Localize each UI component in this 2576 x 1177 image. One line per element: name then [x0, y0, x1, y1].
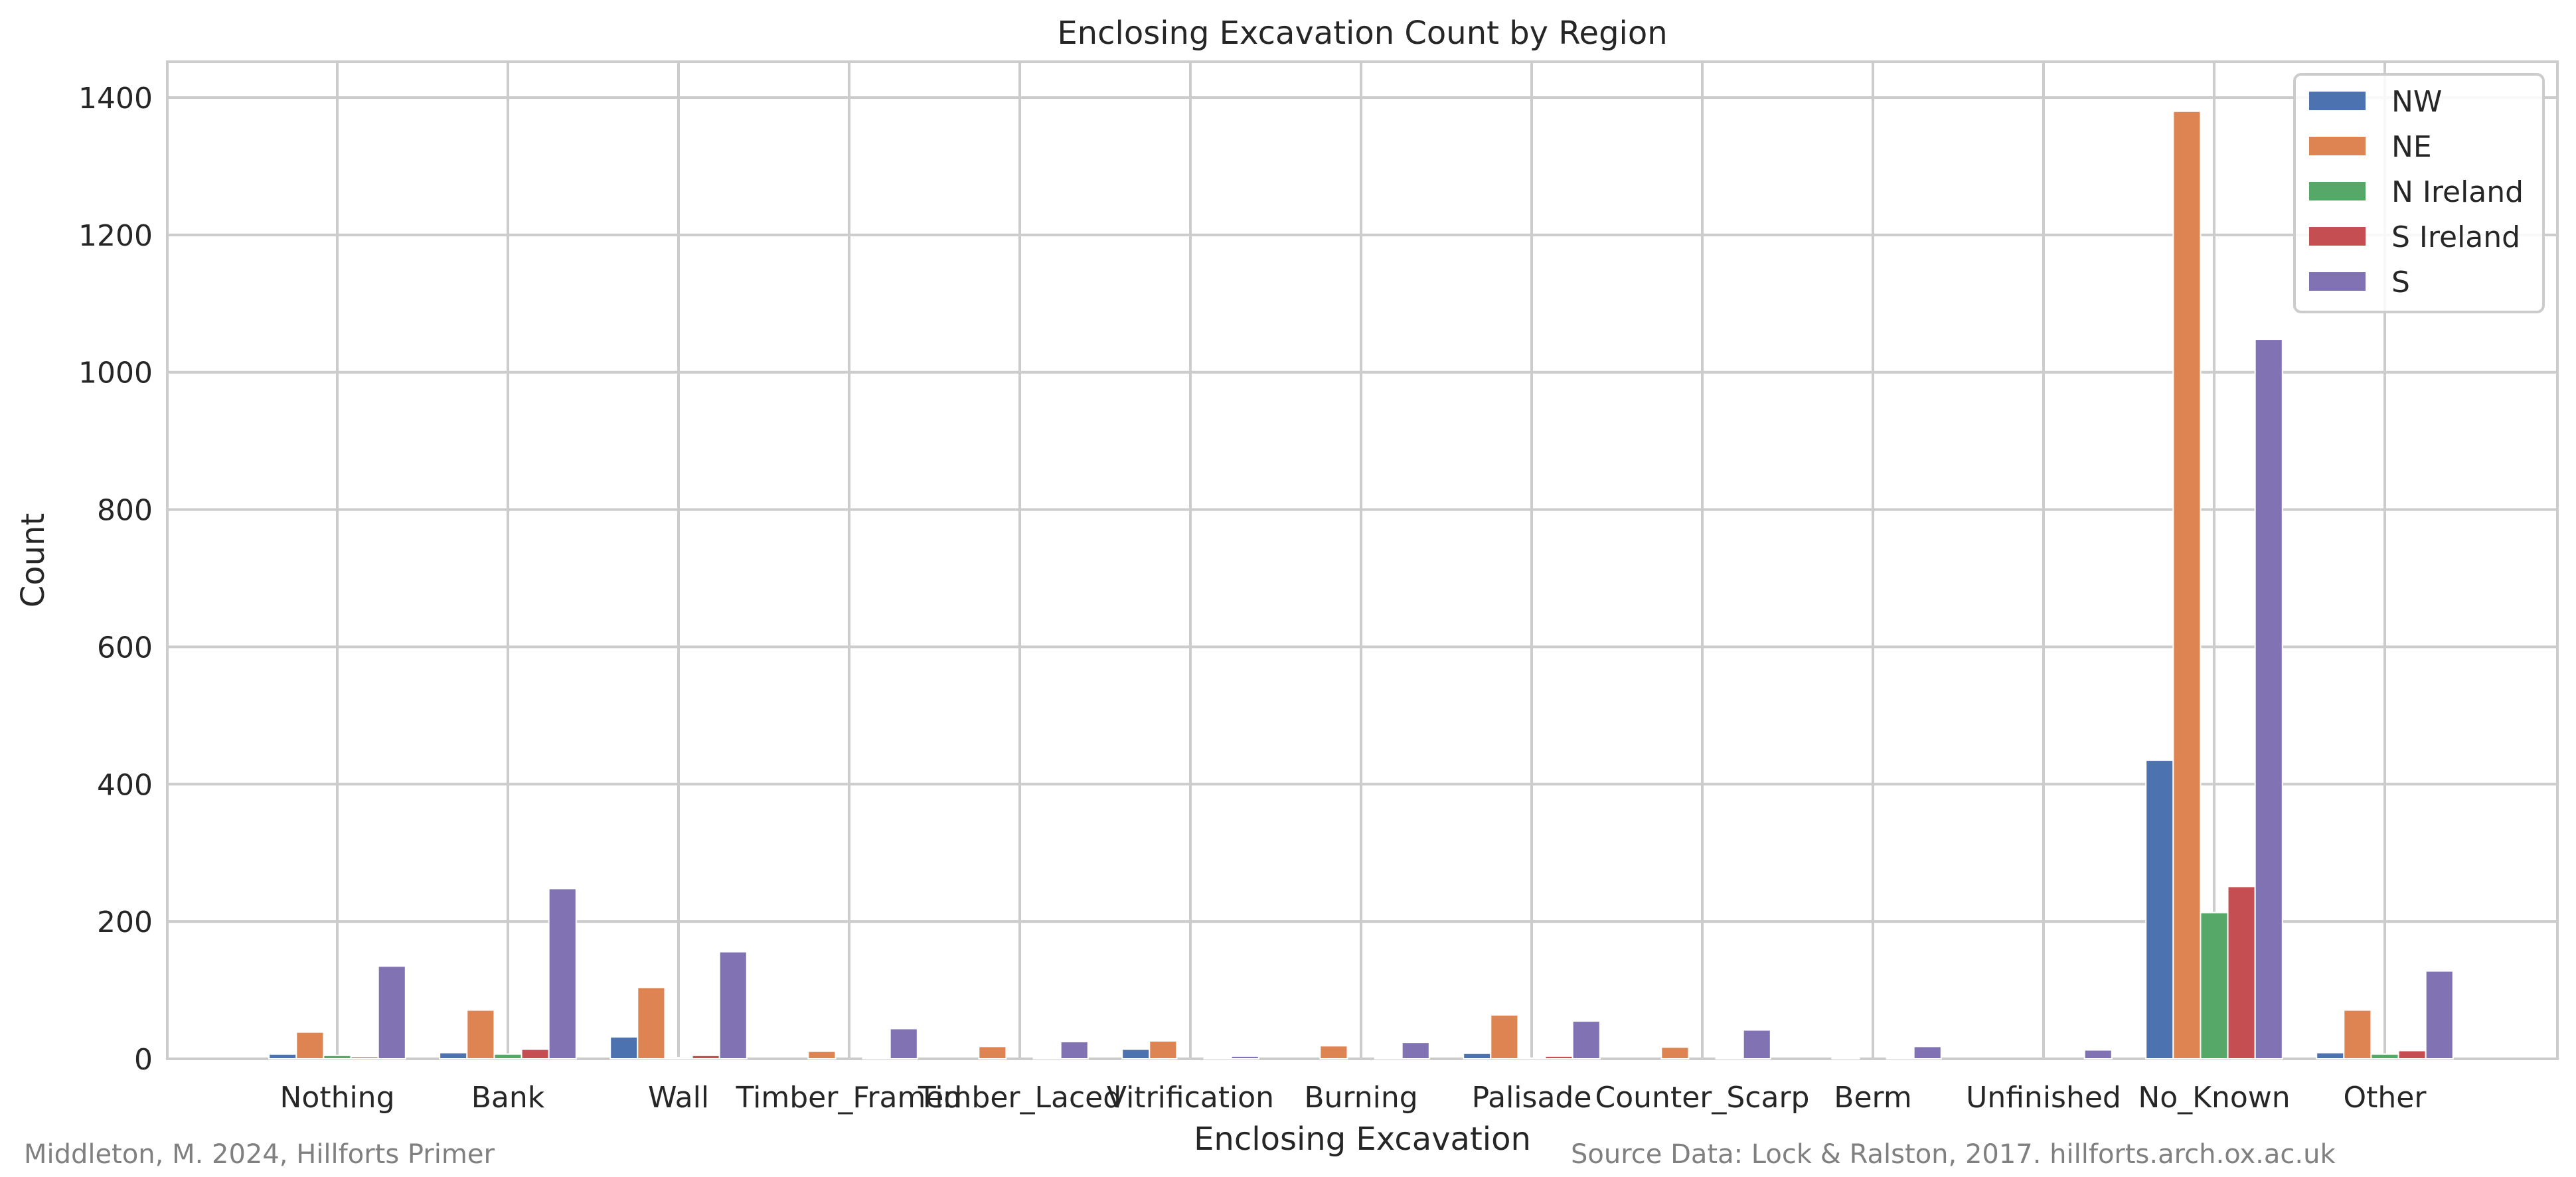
bar [2370, 1053, 2399, 1060]
bar [978, 1046, 1007, 1059]
y-tick-label: 400 [97, 768, 153, 802]
bar [1149, 1040, 1178, 1059]
bars [268, 110, 2454, 1060]
bar [2254, 339, 2283, 1059]
bar [2343, 1009, 2372, 1059]
bar [268, 1053, 297, 1060]
x-tick-label: Vitrification [1107, 1081, 1274, 1115]
bar [1886, 1057, 1915, 1059]
legend: NW NE N Ireland S Ireland S [2293, 73, 2545, 313]
x-tick-label: Timber_Laced [918, 1081, 1121, 1115]
bar [1490, 1014, 1519, 1059]
bar [493, 1053, 523, 1060]
bar [2316, 1052, 2345, 1059]
bar [1121, 1048, 1151, 1060]
bar [295, 1031, 325, 1059]
bar [1032, 1057, 1062, 1059]
legend-box [2293, 73, 2545, 313]
footer-credit: Middleton, M. 2024, Hillforts Primer [24, 1139, 495, 1170]
y-tick-label: 0 [134, 1043, 153, 1077]
bar [1831, 1057, 1860, 1059]
chart-title: Enclosing Excavation Count by Region [1057, 15, 1667, 52]
bar [1203, 1057, 1232, 1059]
y-tick-label: 1400 [78, 82, 153, 116]
bar [1230, 1055, 1259, 1060]
bar [350, 1056, 379, 1059]
bar [1544, 1055, 1573, 1060]
bar [1913, 1046, 1942, 1059]
x-tick-label: Palisade [1472, 1081, 1592, 1115]
x-tick-label: Unfinished [1966, 1081, 2121, 1115]
bar [1463, 1052, 1492, 1059]
bar [377, 965, 406, 1060]
y-tick-label: 200 [97, 905, 153, 939]
legend-label: S [2391, 266, 2410, 299]
bar [2145, 759, 2174, 1059]
bar [807, 1050, 837, 1059]
bar [1060, 1041, 1089, 1059]
legend-swatch [2309, 182, 2366, 200]
x-tick-label: Berm [1834, 1081, 1911, 1115]
bar [521, 1048, 550, 1060]
bar [1374, 1057, 1403, 1059]
legend-label: NW [2391, 85, 2442, 119]
y-axis-label: Count [15, 513, 52, 608]
x-tick-label: Nothing [280, 1081, 394, 1115]
bar [2397, 1050, 2427, 1060]
y-tick-label: 800 [97, 494, 153, 528]
bar [1571, 1020, 1601, 1059]
bar [439, 1052, 468, 1059]
bar [466, 1009, 495, 1059]
legend-label: NE [2391, 130, 2432, 164]
x-tick-label: Timber_Framed [736, 1081, 963, 1115]
bar [1401, 1042, 1430, 1059]
x-tick-label: Wall [648, 1081, 709, 1115]
bar [1715, 1057, 1744, 1059]
bar [609, 1036, 639, 1059]
x-tick-label: No_Known [2138, 1081, 2290, 1115]
bar [323, 1054, 352, 1060]
legend-swatch [2309, 227, 2366, 246]
y-tick-labels: 0 200 400 600 800 1000 1200 1400 [78, 82, 153, 1077]
bar [2200, 911, 2229, 1059]
y-tick-label: 600 [97, 631, 153, 665]
bar [664, 1056, 693, 1059]
legend-swatch [2309, 92, 2366, 110]
bar [2425, 970, 2454, 1060]
x-axis-label: Enclosing Excavation [1194, 1121, 1531, 1158]
bar [862, 1057, 891, 1059]
legend-swatch [2309, 137, 2366, 155]
x-tick-label: Counter_Scarp [1595, 1081, 1810, 1115]
bar [2083, 1049, 2113, 1060]
legend-swatch [2309, 272, 2366, 291]
bar [1660, 1046, 1690, 1059]
bar [2227, 886, 2256, 1059]
legend-label: N Ireland [2391, 175, 2524, 209]
y-tick-label: 1000 [78, 356, 153, 390]
bar [1319, 1045, 1348, 1059]
x-tick-labels: Nothing Bank Wall Timber_FramedTimber_Laced… [280, 1081, 2427, 1115]
bar [548, 888, 577, 1060]
bar [1517, 1057, 1546, 1059]
bar [691, 1054, 720, 1060]
y-tick-label: 1200 [78, 219, 153, 253]
footer-source: Source Data: Lock & Ralston, 2017. hillf… [1571, 1139, 2336, 1170]
x-tick-label: Bank [471, 1081, 545, 1115]
x-tick-label: Other [2344, 1081, 2427, 1115]
x-tick-label: Burning [1304, 1081, 1417, 1115]
bar [637, 986, 666, 1060]
legend-label: S Ireland [2391, 220, 2520, 254]
bar [1742, 1029, 1771, 1060]
bar [2172, 110, 2202, 1060]
bar [718, 951, 748, 1060]
bar [889, 1028, 918, 1060]
